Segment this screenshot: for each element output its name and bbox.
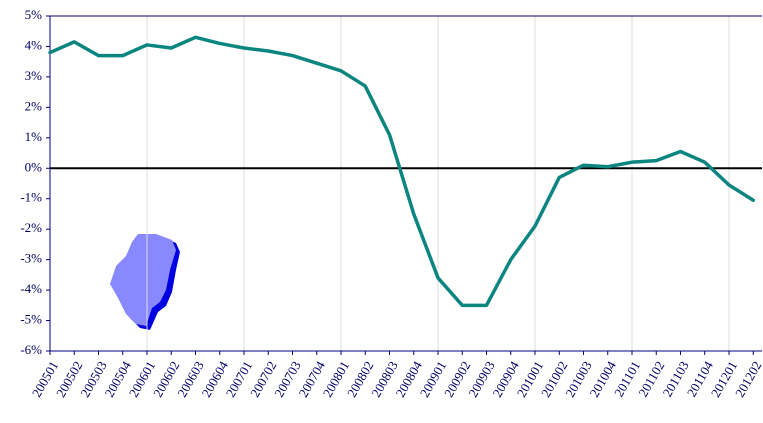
y-tick-label: -3% — [20, 251, 42, 266]
y-tick-label: 3% — [25, 68, 43, 83]
y-tick-label: -1% — [20, 190, 42, 205]
y-tick-label: 5% — [25, 7, 43, 22]
y-tick-label: -2% — [20, 220, 42, 235]
y-tick-label: 2% — [25, 98, 43, 113]
y-tick-label: 0% — [25, 159, 43, 174]
y-tick-label: 4% — [25, 37, 43, 52]
data-line — [48, 35, 755, 308]
y-tick-label: 1% — [25, 129, 43, 144]
y-tick-label: -4% — [20, 281, 42, 296]
y-tick-label: -6% — [20, 342, 42, 357]
y-tick-label: -5% — [20, 312, 42, 327]
region-map — [110, 234, 180, 330]
